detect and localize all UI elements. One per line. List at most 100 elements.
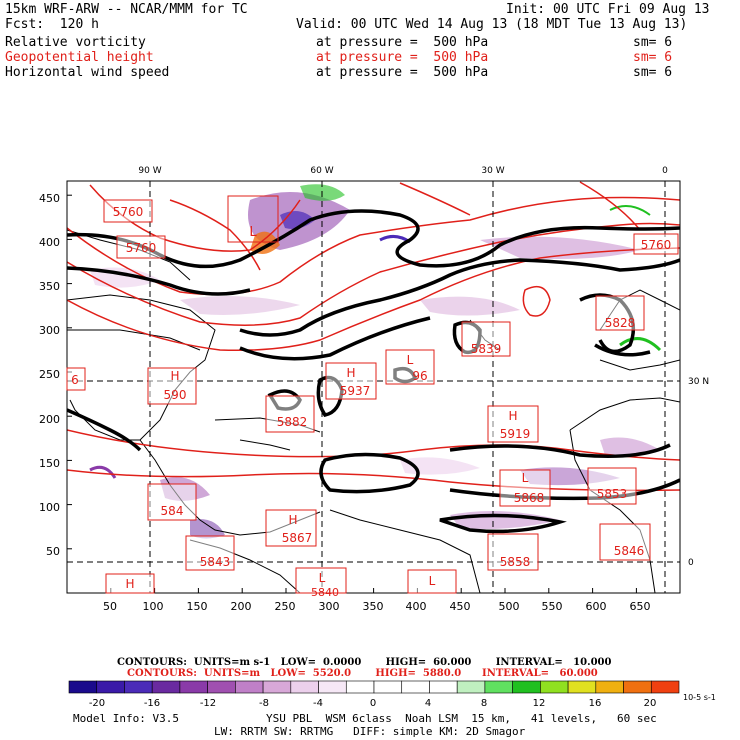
- svg-text:5867: 5867: [282, 531, 313, 545]
- x-tick-label: 400: [406, 600, 427, 613]
- x-tick-label: 550: [542, 600, 563, 613]
- svg-text:590: 590: [164, 388, 187, 402]
- field-smoothing: sm= 6: [633, 65, 673, 80]
- x-tick-label: 250: [275, 600, 296, 613]
- colorbar-label: -20: [89, 698, 105, 709]
- height-label: H 5919: [487, 405, 539, 443]
- svg-text:L: L: [522, 471, 529, 485]
- y-axis-ticks: [67, 194, 72, 594]
- colorbar-swatch: [540, 680, 569, 694]
- height-label: 5760: [633, 233, 679, 255]
- colorbar-swatch: [650, 680, 680, 694]
- svg-text:5760: 5760: [113, 205, 144, 219]
- svg-text:L: L: [429, 574, 436, 588]
- coastlines: [67, 229, 680, 593]
- height-label: 6: [66, 367, 86, 391]
- colorbar-swatch: [429, 680, 458, 694]
- height-label: 5760: [116, 235, 166, 259]
- field-pressure: at pressure = 500 hPa: [316, 35, 489, 50]
- field-pressure: at pressure = 500 hPa: [316, 65, 489, 80]
- x-tick-label: 600: [586, 600, 607, 613]
- colorbar-swatch: [567, 680, 597, 694]
- svg-text:5919: 5919: [500, 427, 531, 441]
- colorbar-label: -8: [259, 698, 269, 709]
- colorbar: [68, 680, 680, 694]
- svg-text:5828: 5828: [605, 316, 636, 330]
- height-label: 5858: [487, 533, 539, 571]
- colorbar-swatch: [623, 680, 652, 694]
- colorbar-units: 10-5 s-1: [683, 693, 716, 702]
- colorbar-swatch: [290, 680, 319, 694]
- field-name: Geopotential height: [5, 50, 154, 65]
- svg-text:5840: 5840: [311, 586, 339, 599]
- height-label: H 590: [147, 367, 197, 405]
- svg-text:6: 6: [71, 373, 79, 387]
- colorbar-swatch: [68, 680, 98, 694]
- vorticity-shading: [89, 184, 662, 539]
- svg-text:L: L: [407, 353, 414, 367]
- model-title: 15km WRF-ARW -- NCAR/MMM for TC: [5, 2, 248, 17]
- x-tick-label: 200: [231, 600, 252, 613]
- colorbar-swatch: [207, 680, 236, 694]
- svg-text:5882: 5882: [277, 415, 308, 429]
- colorbar-label: -12: [200, 698, 216, 709]
- lon-label: 0: [662, 166, 668, 176]
- svg-text:5858: 5858: [500, 555, 531, 569]
- height-label: L: [227, 195, 279, 243]
- svg-text:5839: 5839: [471, 342, 502, 356]
- height-label: H 5937: [325, 362, 377, 400]
- height-label: 5853: [587, 467, 637, 505]
- colorbar-swatch: [318, 680, 347, 694]
- y-tick-label: 200: [39, 413, 60, 426]
- colorbar-swatch: [179, 680, 208, 694]
- x-tick-label: 350: [363, 600, 384, 613]
- x-tick-label: 100: [143, 600, 164, 613]
- field-smoothing: sm= 6: [633, 50, 673, 65]
- forecast-hour: Fcst: 120 h: [5, 17, 99, 32]
- y-tick-label: 350: [39, 280, 60, 293]
- svg-text:5843: 5843: [200, 555, 231, 569]
- colorbar-label: 20: [644, 698, 657, 709]
- height-label: 5839: [461, 321, 511, 357]
- height-label: L 96: [385, 349, 435, 385]
- svg-text:L: L: [249, 225, 257, 240]
- svg-text:H: H: [346, 366, 355, 380]
- height-label: 5843: [185, 535, 235, 571]
- contour-legend-red: CONTOURS: UNITS=m LOW= 5520.0 HIGH= 5880…: [127, 668, 598, 679]
- field-name: Relative vorticity: [5, 35, 146, 50]
- colorbar-label: 4: [425, 698, 431, 709]
- svg-text:5868: 5868: [514, 491, 545, 505]
- x-tick-label: 50: [103, 600, 117, 613]
- height-label: L 5868: [499, 469, 551, 507]
- field-name: Horizontal wind speed: [5, 65, 170, 80]
- colorbar-swatch: [484, 680, 513, 694]
- svg-text:584: 584: [161, 504, 184, 518]
- x-tick-label: 300: [319, 600, 340, 613]
- y-tick-label: 50: [46, 545, 60, 558]
- model-info: Model Info: V3.5: [73, 712, 179, 725]
- colorbar-swatch: [235, 680, 264, 694]
- y-tick-label: 450: [39, 192, 60, 205]
- colorbar-label: 12: [533, 698, 546, 709]
- y-tick-label: 100: [39, 501, 60, 514]
- colorbar-label: 0: [370, 698, 376, 709]
- colorbar-label: -16: [144, 698, 160, 709]
- colorbar-swatch: [595, 680, 624, 694]
- y-tick-label: 150: [39, 457, 60, 470]
- height-label: H: [105, 573, 155, 594]
- lon-label: 60 W: [310, 166, 333, 176]
- height-label: H 5867: [265, 509, 317, 547]
- y-tick-label: 300: [39, 324, 60, 337]
- field-pressure: at pressure = 500 hPa: [316, 50, 489, 65]
- colorbar-swatch: [96, 680, 125, 694]
- x-tick-label: 150: [187, 600, 208, 613]
- contour-legend-black: CONTOURS: UNITS=m s-1 LOW= 0.0000 HIGH= …: [117, 657, 612, 668]
- x-tick-label: 650: [630, 600, 651, 613]
- colorbar-swatch: [373, 680, 403, 694]
- height-label: 5828: [595, 295, 645, 331]
- height-label: 5760: [103, 199, 153, 223]
- lon-label: 30 W: [481, 166, 504, 176]
- y-tick-label: 400: [39, 236, 60, 249]
- lon-label: 90 W: [138, 166, 161, 176]
- height-label: 584: [147, 483, 197, 521]
